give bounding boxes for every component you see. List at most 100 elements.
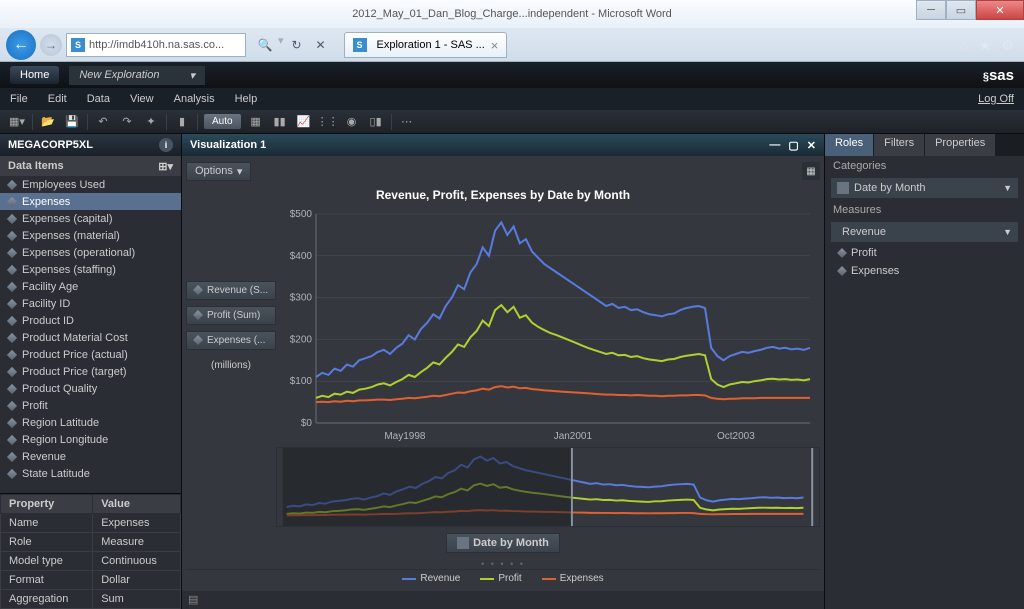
drag-handle-icon[interactable]: • • • • • <box>186 559 820 569</box>
histogram-icon[interactable]: ▯▮ <box>367 113 385 131</box>
home-button[interactable]: Home <box>10 66 59 84</box>
data-item[interactable]: Product Price (actual) <box>0 346 181 363</box>
measure-icon <box>7 417 17 427</box>
stop-icon[interactable]: ✕ <box>310 34 332 56</box>
title-bar: 2012_May_01_Dan_Blog_Charge...independen… <box>0 0 1024 28</box>
viz-minimize-icon[interactable]: — <box>769 139 780 152</box>
legend-item: Expenses <box>542 573 604 584</box>
property-row: AggregationSum <box>1 590 181 609</box>
more-icon[interactable]: ⋯ <box>398 113 416 131</box>
toolbar: ▦▾ 📂 💾 ↶ ↷ ✦ ▮ Auto ▦ ▮▮ 📈 ⋮⋮ ◉ ▯▮ ⋯ <box>0 110 1024 134</box>
redo-icon[interactable]: ↷ <box>118 113 136 131</box>
svg-text:$300: $300 <box>290 293 313 304</box>
data-items-list[interactable]: Employees UsedExpensesExpenses (capital)… <box>0 176 181 493</box>
tree-view-icon[interactable]: ⊞▾ <box>158 160 173 173</box>
data-item[interactable]: Expenses (capital) <box>0 210 181 227</box>
data-item[interactable]: Product Price (target) <box>0 363 181 380</box>
line-chart-icon[interactable]: 📈 <box>295 113 313 131</box>
refresh-icon[interactable]: ↻ <box>286 34 308 56</box>
tab-filters[interactable]: Filters <box>874 134 925 156</box>
options-button[interactable]: Options ▾ <box>186 162 251 181</box>
measure-icon <box>7 196 17 206</box>
data-item[interactable]: Facility Age <box>0 278 181 295</box>
data-item[interactable]: Employees Used <box>0 176 181 193</box>
data-item[interactable]: Region Longitude <box>0 431 181 448</box>
maximize-button[interactable]: ▭ <box>946 0 976 20</box>
url-bar[interactable]: S http://imdb410h.na.sas.co... <box>66 33 246 57</box>
measure-icon <box>7 264 17 274</box>
data-item[interactable]: Expenses (operational) <box>0 244 181 261</box>
favorites-icon[interactable]: ★ <box>979 37 992 54</box>
chart-area: Revenue (S... Profit (Sum) Expenses (...… <box>186 208 820 443</box>
menu-data[interactable]: Data <box>87 93 110 105</box>
data-item[interactable]: Expenses <box>0 193 181 210</box>
measure-item-expenses[interactable]: Expenses <box>831 262 1018 280</box>
forward-button[interactable]: → <box>40 34 62 56</box>
tab-properties[interactable]: Properties <box>925 134 996 156</box>
menu-help[interactable]: Help <box>235 93 258 105</box>
data-item[interactable]: Product Material Cost <box>0 329 181 346</box>
menu-view[interactable]: View <box>130 93 154 105</box>
open-icon[interactable]: 📂 <box>39 113 57 131</box>
dataitems-label: Data Items <box>8 160 64 172</box>
measure-icon <box>7 230 17 240</box>
tab-close-icon[interactable]: × <box>491 38 499 53</box>
home-icon[interactable]: ⌂ <box>960 37 968 54</box>
measure-field-revenue[interactable]: Revenue ▼ <box>831 222 1018 242</box>
search-icon[interactable]: 🔍 <box>254 34 276 56</box>
info-icon[interactable]: i <box>159 138 173 152</box>
logoff-link[interactable]: Log Off <box>978 93 1014 105</box>
series-label-profit[interactable]: Profit (Sum) <box>186 306 276 325</box>
series-label-revenue[interactable]: Revenue (S... <box>186 281 276 300</box>
auto-button[interactable]: Auto <box>204 114 241 129</box>
category-field[interactable]: Date by Month ▼ <box>831 178 1018 198</box>
series-label-expenses[interactable]: Expenses (... <box>186 331 276 350</box>
svg-text:Oct2003: Oct2003 <box>717 431 755 442</box>
data-item[interactable]: Expenses (staffing) <box>0 261 181 278</box>
detail-grid-icon[interactable]: ▦ <box>802 162 820 180</box>
bar-chart-icon[interactable]: ▮▮ <box>271 113 289 131</box>
overview-chart[interactable] <box>276 447 820 527</box>
dataitems-header: Data Items ⊞▾ <box>0 156 181 176</box>
data-item[interactable]: State Latitude <box>0 465 181 482</box>
date-badge[interactable]: Date by Month <box>446 533 560 553</box>
scatter-icon[interactable]: ⋮⋮ <box>319 113 337 131</box>
undo-icon[interactable]: ↶ <box>94 113 112 131</box>
category-field-label: Date by Month <box>854 182 926 194</box>
data-item[interactable]: Product ID <box>0 312 181 329</box>
data-item[interactable]: Region Latitude <box>0 414 181 431</box>
browser-tab[interactable]: S Exploration 1 - SAS ... × <box>344 32 508 58</box>
menu-analysis[interactable]: Analysis <box>174 93 215 105</box>
minimize-button[interactable]: ─ <box>916 0 946 20</box>
chart-title: Revenue, Profit, Expenses by Date by Mon… <box>186 182 820 208</box>
browser-chrome: 2012_May_01_Dan_Blog_Charge...independen… <box>0 0 1024 62</box>
panel-icon[interactable]: ▮ <box>173 113 191 131</box>
tools-icon[interactable]: ⚙ <box>1001 37 1014 54</box>
measure-icon <box>837 248 847 258</box>
viz-close-icon[interactable]: ✕ <box>807 139 816 152</box>
datasource-name: MEGACORP5XL <box>8 139 93 151</box>
exploration-dropdown[interactable]: New Exploration ▾ <box>69 66 205 85</box>
measure-item-profit[interactable]: Profit <box>831 244 1018 262</box>
data-item[interactable]: Product Quality <box>0 380 181 397</box>
nav-row: ← → S http://imdb410h.na.sas.co... 🔍 ▾ ↻… <box>0 28 1024 62</box>
line-chart[interactable]: $0$100$200$300$400$500May1998Jan2001Oct2… <box>276 208 820 443</box>
tab-roles[interactable]: Roles <box>825 134 874 156</box>
app: Home New Exploration ▾ §sas File Edit Da… <box>0 62 1024 609</box>
back-button[interactable]: ← <box>6 30 36 60</box>
data-item[interactable]: Facility ID <box>0 295 181 312</box>
viz-maximize-icon[interactable]: ▢ <box>788 139 798 152</box>
close-button[interactable]: ✕ <box>976 0 1024 20</box>
footer-collapse-icon[interactable]: ▤ <box>188 593 202 607</box>
data-item[interactable]: Expenses (material) <box>0 227 181 244</box>
save-icon[interactable]: 💾 <box>63 113 81 131</box>
menu-file[interactable]: File <box>10 93 28 105</box>
table-icon[interactable]: ▦ <box>247 113 265 131</box>
property-row: FormatDollar <box>1 571 181 590</box>
data-item[interactable]: Profit <box>0 397 181 414</box>
menu-edit[interactable]: Edit <box>48 93 67 105</box>
bubble-icon[interactable]: ◉ <box>343 113 361 131</box>
new-icon[interactable]: ✦ <box>142 113 160 131</box>
grid-menu-icon[interactable]: ▦▾ <box>8 113 26 131</box>
data-item[interactable]: Revenue <box>0 448 181 465</box>
